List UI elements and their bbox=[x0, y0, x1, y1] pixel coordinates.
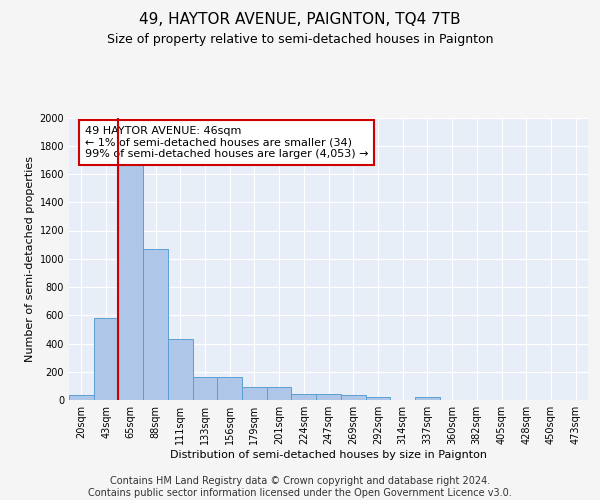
Text: Size of property relative to semi-detached houses in Paignton: Size of property relative to semi-detach… bbox=[107, 32, 493, 46]
Bar bbox=[316, 394, 341, 400]
Bar bbox=[69, 395, 94, 400]
Text: 49 HAYTOR AVENUE: 46sqm
← 1% of semi-detached houses are smaller (34)
99% of sem: 49 HAYTOR AVENUE: 46sqm ← 1% of semi-det… bbox=[85, 126, 368, 159]
Bar bbox=[143, 249, 168, 400]
Bar bbox=[193, 378, 217, 400]
Text: 49, HAYTOR AVENUE, PAIGNTON, TQ4 7TB: 49, HAYTOR AVENUE, PAIGNTON, TQ4 7TB bbox=[139, 12, 461, 28]
Bar bbox=[365, 397, 390, 400]
Bar bbox=[168, 340, 193, 400]
Bar bbox=[242, 386, 267, 400]
Bar bbox=[292, 394, 316, 400]
Bar bbox=[415, 397, 440, 400]
Bar bbox=[118, 162, 143, 400]
Bar bbox=[267, 386, 292, 400]
Text: Contains HM Land Registry data © Crown copyright and database right 2024.
Contai: Contains HM Land Registry data © Crown c… bbox=[88, 476, 512, 498]
Y-axis label: Number of semi-detached properties: Number of semi-detached properties bbox=[25, 156, 35, 362]
Bar bbox=[217, 378, 242, 400]
Bar bbox=[341, 395, 365, 400]
Bar bbox=[94, 318, 118, 400]
X-axis label: Distribution of semi-detached houses by size in Paignton: Distribution of semi-detached houses by … bbox=[170, 450, 487, 460]
